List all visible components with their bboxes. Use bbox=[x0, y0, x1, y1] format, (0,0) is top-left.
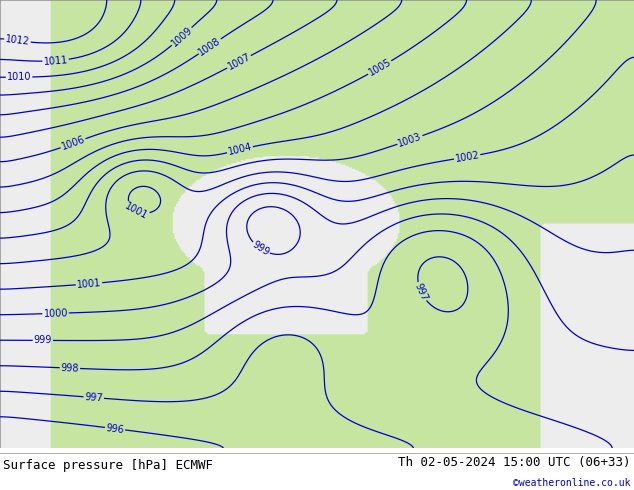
Text: 1004: 1004 bbox=[227, 142, 253, 157]
Text: 996: 996 bbox=[105, 422, 125, 435]
Text: 999: 999 bbox=[34, 335, 52, 345]
Text: 1001: 1001 bbox=[76, 278, 101, 290]
Text: 1011: 1011 bbox=[43, 55, 68, 67]
Text: 999: 999 bbox=[250, 240, 271, 258]
Text: 998: 998 bbox=[60, 363, 79, 373]
Text: 1009: 1009 bbox=[169, 24, 194, 49]
Text: Th 02-05-2024 15:00 UTC (06+33): Th 02-05-2024 15:00 UTC (06+33) bbox=[398, 456, 631, 469]
Text: 1002: 1002 bbox=[454, 150, 480, 164]
Text: 1006: 1006 bbox=[60, 134, 86, 152]
Text: 1000: 1000 bbox=[43, 308, 68, 318]
Text: 1007: 1007 bbox=[226, 51, 252, 72]
Text: 997: 997 bbox=[84, 392, 103, 403]
Text: 1003: 1003 bbox=[397, 131, 423, 148]
Text: ©weatheronline.co.uk: ©weatheronline.co.uk bbox=[514, 477, 631, 488]
Text: 997: 997 bbox=[413, 281, 429, 302]
Text: 1001: 1001 bbox=[124, 201, 150, 221]
Text: Surface pressure [hPa] ECMWF: Surface pressure [hPa] ECMWF bbox=[3, 459, 213, 471]
Text: 1005: 1005 bbox=[366, 57, 393, 78]
Text: 1010: 1010 bbox=[7, 72, 31, 82]
Text: 1012: 1012 bbox=[4, 34, 30, 47]
Text: 1008: 1008 bbox=[197, 35, 223, 57]
